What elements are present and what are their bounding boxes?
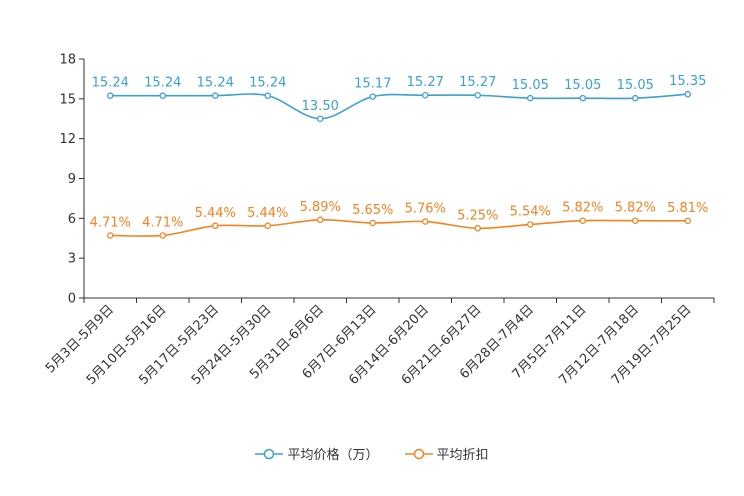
- data-point[interactable]: [107, 92, 114, 99]
- data-label: 4.71%: [90, 215, 131, 230]
- data-label: 5.54%: [510, 204, 551, 219]
- data-label: 15.35: [669, 74, 706, 89]
- y-tick-label: 6: [68, 212, 76, 227]
- data-label: 15.24: [144, 76, 181, 91]
- data-point[interactable]: [474, 225, 481, 232]
- data-point[interactable]: [316, 216, 324, 224]
- data-point[interactable]: [264, 92, 271, 99]
- y-tick-label: 0: [68, 292, 76, 307]
- legend-label-price: 平均价格（万）: [287, 448, 379, 463]
- data-label: 15.17: [354, 77, 391, 92]
- legend-label-discount: 平均折扣: [436, 448, 489, 463]
- data-label: 15.24: [197, 76, 234, 91]
- data-label: 5.44%: [195, 206, 236, 221]
- data-label: 15.05: [512, 78, 549, 93]
- data-point[interactable]: [316, 115, 324, 123]
- data-point[interactable]: [579, 94, 587, 102]
- data-label: 5.89%: [300, 200, 341, 215]
- y-tick-label: 3: [68, 252, 76, 267]
- legend-item-price[interactable]: 平均价格（万）: [255, 444, 379, 463]
- data-label: 5.76%: [405, 202, 446, 217]
- legend-marker-discount-icon: [404, 448, 433, 459]
- data-label: 15.24: [249, 76, 286, 91]
- data-point[interactable]: [474, 91, 481, 99]
- data-label: 15.05: [617, 78, 654, 93]
- data-label: 15.24: [92, 76, 129, 91]
- data-point[interactable]: [527, 94, 534, 102]
- data-point[interactable]: [211, 92, 219, 99]
- data-point[interactable]: [579, 217, 587, 224]
- data-point[interactable]: [264, 222, 271, 230]
- data-point[interactable]: [684, 217, 692, 225]
- data-point[interactable]: [527, 221, 534, 228]
- data-point[interactable]: [632, 217, 639, 224]
- data-label: 5.44%: [247, 206, 288, 221]
- y-tick-label: 18: [59, 53, 76, 68]
- data-point[interactable]: [421, 91, 429, 99]
- data-label: 5.81%: [667, 201, 708, 216]
- series-line-1: [110, 218, 688, 237]
- legend: 平均价格（万） 平均折扣: [0, 444, 744, 463]
- data-point[interactable]: [211, 222, 219, 230]
- data-point[interactable]: [421, 218, 429, 225]
- y-tick-label: 9: [68, 172, 76, 187]
- legend-marker-price-icon: [255, 448, 284, 459]
- data-label: 15.27: [407, 75, 444, 90]
- data-label: 5.82%: [615, 201, 656, 216]
- series-line-0: [110, 93, 688, 120]
- data-point[interactable]: [632, 94, 639, 102]
- data-point[interactable]: [684, 90, 692, 98]
- data-point[interactable]: [107, 232, 114, 239]
- y-tick-label: 15: [59, 92, 76, 107]
- data-point[interactable]: [159, 232, 166, 239]
- data-label: 5.82%: [562, 201, 603, 216]
- data-point[interactable]: [159, 92, 166, 99]
- line-chart: 03691215185月3日-5月9日5月10日-5月16日5月17日-5月23…: [43, 53, 715, 388]
- legend-item-discount[interactable]: 平均折扣: [404, 444, 489, 463]
- data-label: 4.71%: [142, 215, 183, 230]
- data-label: 5.65%: [352, 203, 393, 218]
- data-point[interactable]: [369, 219, 376, 227]
- data-label: 15.27: [459, 75, 496, 90]
- data-label: 15.05: [564, 78, 601, 93]
- data-label: 13.50: [302, 99, 339, 114]
- data-label: 5.25%: [457, 208, 498, 223]
- y-tick-label: 12: [59, 132, 76, 147]
- data-point[interactable]: [369, 93, 376, 100]
